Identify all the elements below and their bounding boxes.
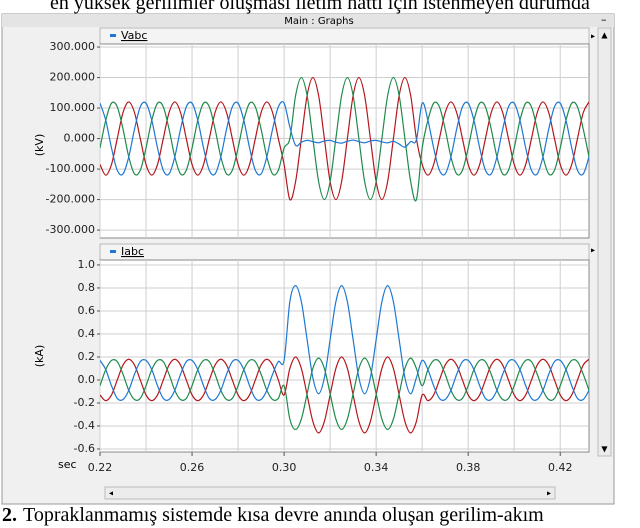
series-line [100, 76, 589, 201]
series-line [100, 285, 589, 401]
panel-content: 1.0 0.8 0.6 0.4 0.2 0.0 -0.2 -0.4 -0.6 0.22 0.26 0.… [74, 258, 589, 474]
y-tick-label: -0.4 [74, 419, 95, 432]
x-axis-label: sec [58, 458, 77, 471]
y-tick-label: -0.6 [74, 442, 95, 455]
scroll-down[interactable]: ▼ [601, 445, 608, 454]
scroll-left[interactable]: ◂ [109, 489, 113, 498]
panel-header [99, 27, 590, 45]
series-line [100, 357, 589, 431]
y-tick-label: 0.0 [78, 373, 96, 386]
panel-arrow[interactable]: ▸ [591, 246, 595, 255]
x-tick-label: 0.22 [88, 461, 113, 474]
legend-marker [110, 250, 116, 253]
minimize-button[interactable]: – [601, 13, 607, 26]
document-text: en yüksek gerilimler oluşması iletim hat… [50, 0, 590, 14]
y-tick-label: 0.6 [78, 304, 96, 317]
caption-bg [0, 505, 640, 528]
y-tick-label: -0.2 [74, 396, 95, 409]
y-tick-label: 0.2 [78, 350, 96, 363]
scroll-right[interactable]: ▸ [547, 489, 551, 498]
x-tick-label: 0.26 [180, 461, 205, 474]
y-axis-label: (kA) [33, 345, 46, 367]
plot-area [99, 259, 590, 453]
caption-text: Topraklanmamış sistemde kısa devre anınd… [23, 504, 544, 526]
y-tick-label: 300.000 [50, 40, 96, 53]
panel-arrow[interactable]: ▸ [591, 32, 595, 41]
y-tick-label: 0.8 [78, 281, 96, 294]
legend-label: Vabc [121, 29, 147, 42]
y-tick-label: -300.000 [46, 223, 95, 236]
x-tick-label: 0.30 [272, 461, 297, 474]
series-line [100, 356, 589, 434]
series-line [100, 76, 589, 202]
series-line [100, 101, 589, 176]
legend-label: Iabc [121, 245, 144, 258]
panel-content: 300.000 200.000 100.000 0.000 -100.000 -200.0… [46, 40, 589, 238]
x-tick-label: 0.34 [364, 461, 389, 474]
title-bar [2, 14, 614, 27]
x-tick-label: 0.42 [548, 461, 573, 474]
panel-header [99, 243, 590, 261]
caption-number: 2. [2, 504, 17, 526]
y-tick-label: 200.000 [50, 71, 96, 84]
y-tick-label: 1.0 [78, 258, 96, 271]
horizontal-scrollbar[interactable] [104, 486, 556, 500]
y-tick-label: -100.000 [46, 162, 95, 175]
y-tick-label: 0.000 [64, 132, 96, 145]
y-tick-label: 100.000 [50, 101, 96, 114]
caption: 2. Topraklanmamış sistemde kısa devre anı… [2, 504, 544, 526]
y-tick-label: -200.000 [46, 193, 95, 206]
vertical-scrollbar[interactable] [597, 27, 612, 457]
y-axis-label: (kV) [33, 134, 46, 156]
window-title: Main : Graphs [284, 16, 353, 27]
plot-area [99, 43, 590, 239]
legend-marker [110, 34, 116, 37]
x-tick-label: 0.38 [456, 461, 481, 474]
y-tick-label: 0.4 [78, 327, 96, 340]
scroll-up[interactable]: ▲ [601, 31, 608, 40]
